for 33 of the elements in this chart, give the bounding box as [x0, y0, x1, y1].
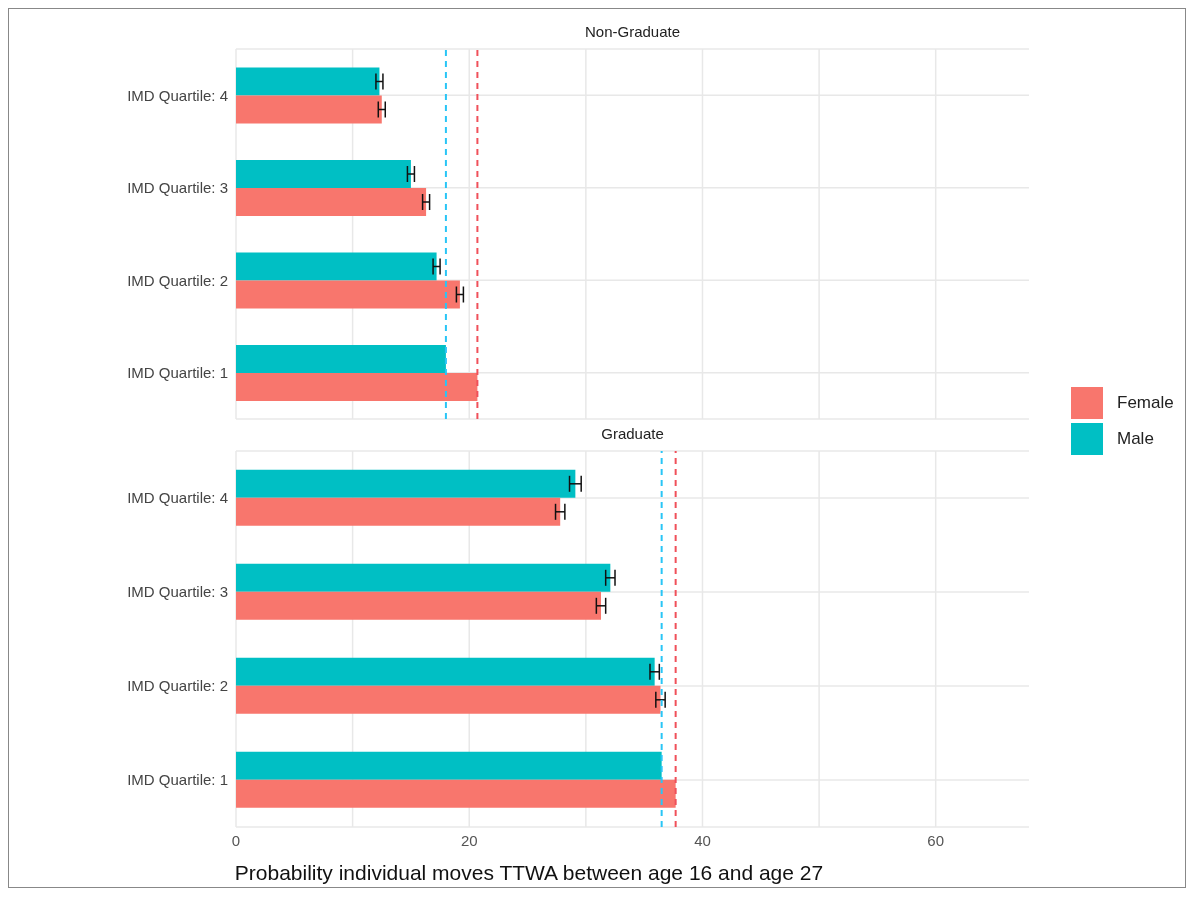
y-tick-label: IMD Quartile: 1 — [127, 771, 228, 789]
bar — [236, 563, 611, 592]
bar — [236, 657, 655, 686]
bar — [236, 497, 561, 526]
bar — [236, 591, 602, 620]
legend-label: Male — [1117, 429, 1154, 449]
bar — [236, 67, 380, 96]
x-tick-label: 0 — [231, 831, 241, 849]
y-tick-label: IMD Quartile: 2 — [127, 271, 228, 289]
bar — [236, 751, 662, 780]
bar — [236, 373, 478, 401]
x-axis-title: Probability individual moves TTWA between age 16 and age 27 — [233, 861, 825, 885]
chart-title: Non-Graduate — [583, 23, 682, 42]
bar — [236, 280, 460, 309]
y-tick-label: IMD Quartile: 3 — [127, 179, 228, 197]
y-tick-label: IMD Quartile: 1 — [127, 364, 228, 382]
x-tick-label: 20 — [460, 831, 478, 849]
bar — [236, 779, 676, 808]
x-tick-label: 60 — [927, 831, 945, 849]
y-tick-label: IMD Quartile: 4 — [127, 86, 228, 104]
x-tick-label: 40 — [694, 831, 711, 849]
y-tick-label: IMD Quartile: 3 — [127, 583, 228, 601]
bar — [236, 685, 661, 714]
y-tick-label: IMD Quartile: 2 — [127, 677, 228, 695]
y-tick-label: IMD Quartile: 4 — [127, 489, 228, 507]
bar — [236, 188, 427, 216]
bar — [236, 345, 446, 373]
legend-label: Female — [1117, 393, 1174, 413]
chart-title: Graduate — [600, 425, 665, 444]
bar — [236, 252, 437, 281]
bar — [236, 95, 382, 124]
bar — [236, 469, 576, 498]
bar — [236, 160, 411, 188]
